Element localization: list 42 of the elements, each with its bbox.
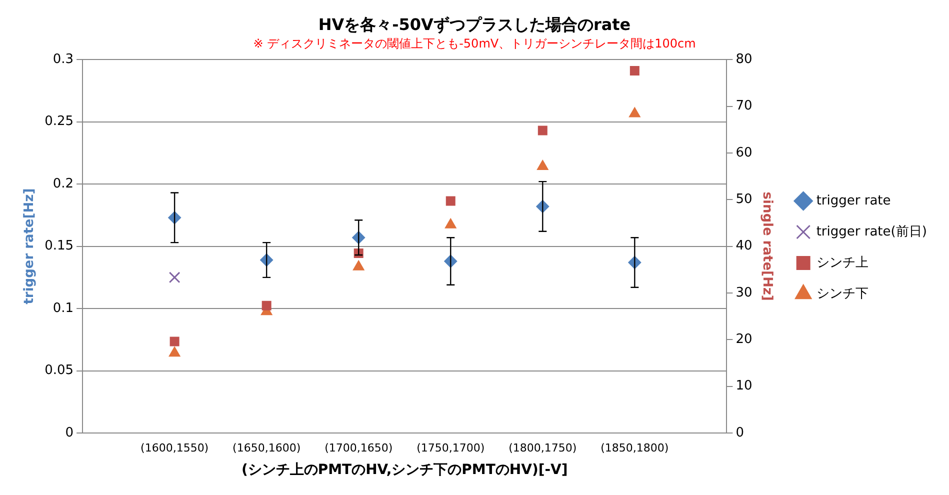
y2-tick-label: 10 xyxy=(736,378,752,394)
y-axis-title: trigger rate[Hz] xyxy=(22,188,38,304)
y-tick-label: 0.2 xyxy=(52,176,74,192)
y2-axis-title: single rate[Hz] xyxy=(760,192,775,301)
point xyxy=(168,346,180,357)
y2-tick-label: 50 xyxy=(736,192,752,207)
y2-tick-label: 30 xyxy=(736,285,752,300)
point xyxy=(168,272,180,284)
y-tick-label: 0.3 xyxy=(52,52,74,67)
legend-label: シンチ上 xyxy=(816,255,868,270)
y2-tick-label: 0 xyxy=(736,425,744,440)
legend-label: シンチ下 xyxy=(816,286,868,302)
x-tick-label: (1800,1750) xyxy=(508,441,577,454)
x-axis-title: (シンチ上のPMTのHV,シンチ下のPMTのHV)[-V] xyxy=(241,462,568,478)
point xyxy=(262,300,272,310)
chart-subtitle: ※ ディスクリミネータの閾値上下とも-50mV、トリガーシンチレータ間は100cm xyxy=(253,36,696,51)
point xyxy=(352,260,364,270)
y-tick-label: 0.15 xyxy=(44,238,74,254)
y2-tick-label: 20 xyxy=(736,332,752,348)
y2-tick-label: 60 xyxy=(736,145,752,160)
y-tick-label: 0 xyxy=(65,425,74,440)
legend-label: trigger rate(前日) xyxy=(816,224,927,240)
x-tick-label: (1850,1800) xyxy=(600,441,669,454)
point xyxy=(538,126,548,136)
y-tick-label: 0.1 xyxy=(52,300,74,316)
chart-title: HVを各々-50Vずつプラスした場合のrate xyxy=(318,14,631,34)
x-tick-label: (1600,1550) xyxy=(140,441,209,454)
x-tick-label: (1750,1700) xyxy=(416,441,485,454)
y2-tick-label: 40 xyxy=(736,238,752,254)
point xyxy=(444,218,456,228)
x-tick-label: (1700,1650) xyxy=(324,441,393,454)
y2-tick-label: 80 xyxy=(736,52,752,67)
point xyxy=(536,160,548,170)
legend-label: trigger rate xyxy=(816,193,891,208)
y2-tick-label: 70 xyxy=(736,98,752,114)
x-tick-label: (1650,1600) xyxy=(232,441,301,454)
y-tick-label: 0.25 xyxy=(44,114,74,130)
point xyxy=(446,196,456,206)
point xyxy=(630,66,640,76)
point xyxy=(628,107,640,118)
point xyxy=(170,336,180,346)
y-tick-label: 0.05 xyxy=(44,363,74,378)
